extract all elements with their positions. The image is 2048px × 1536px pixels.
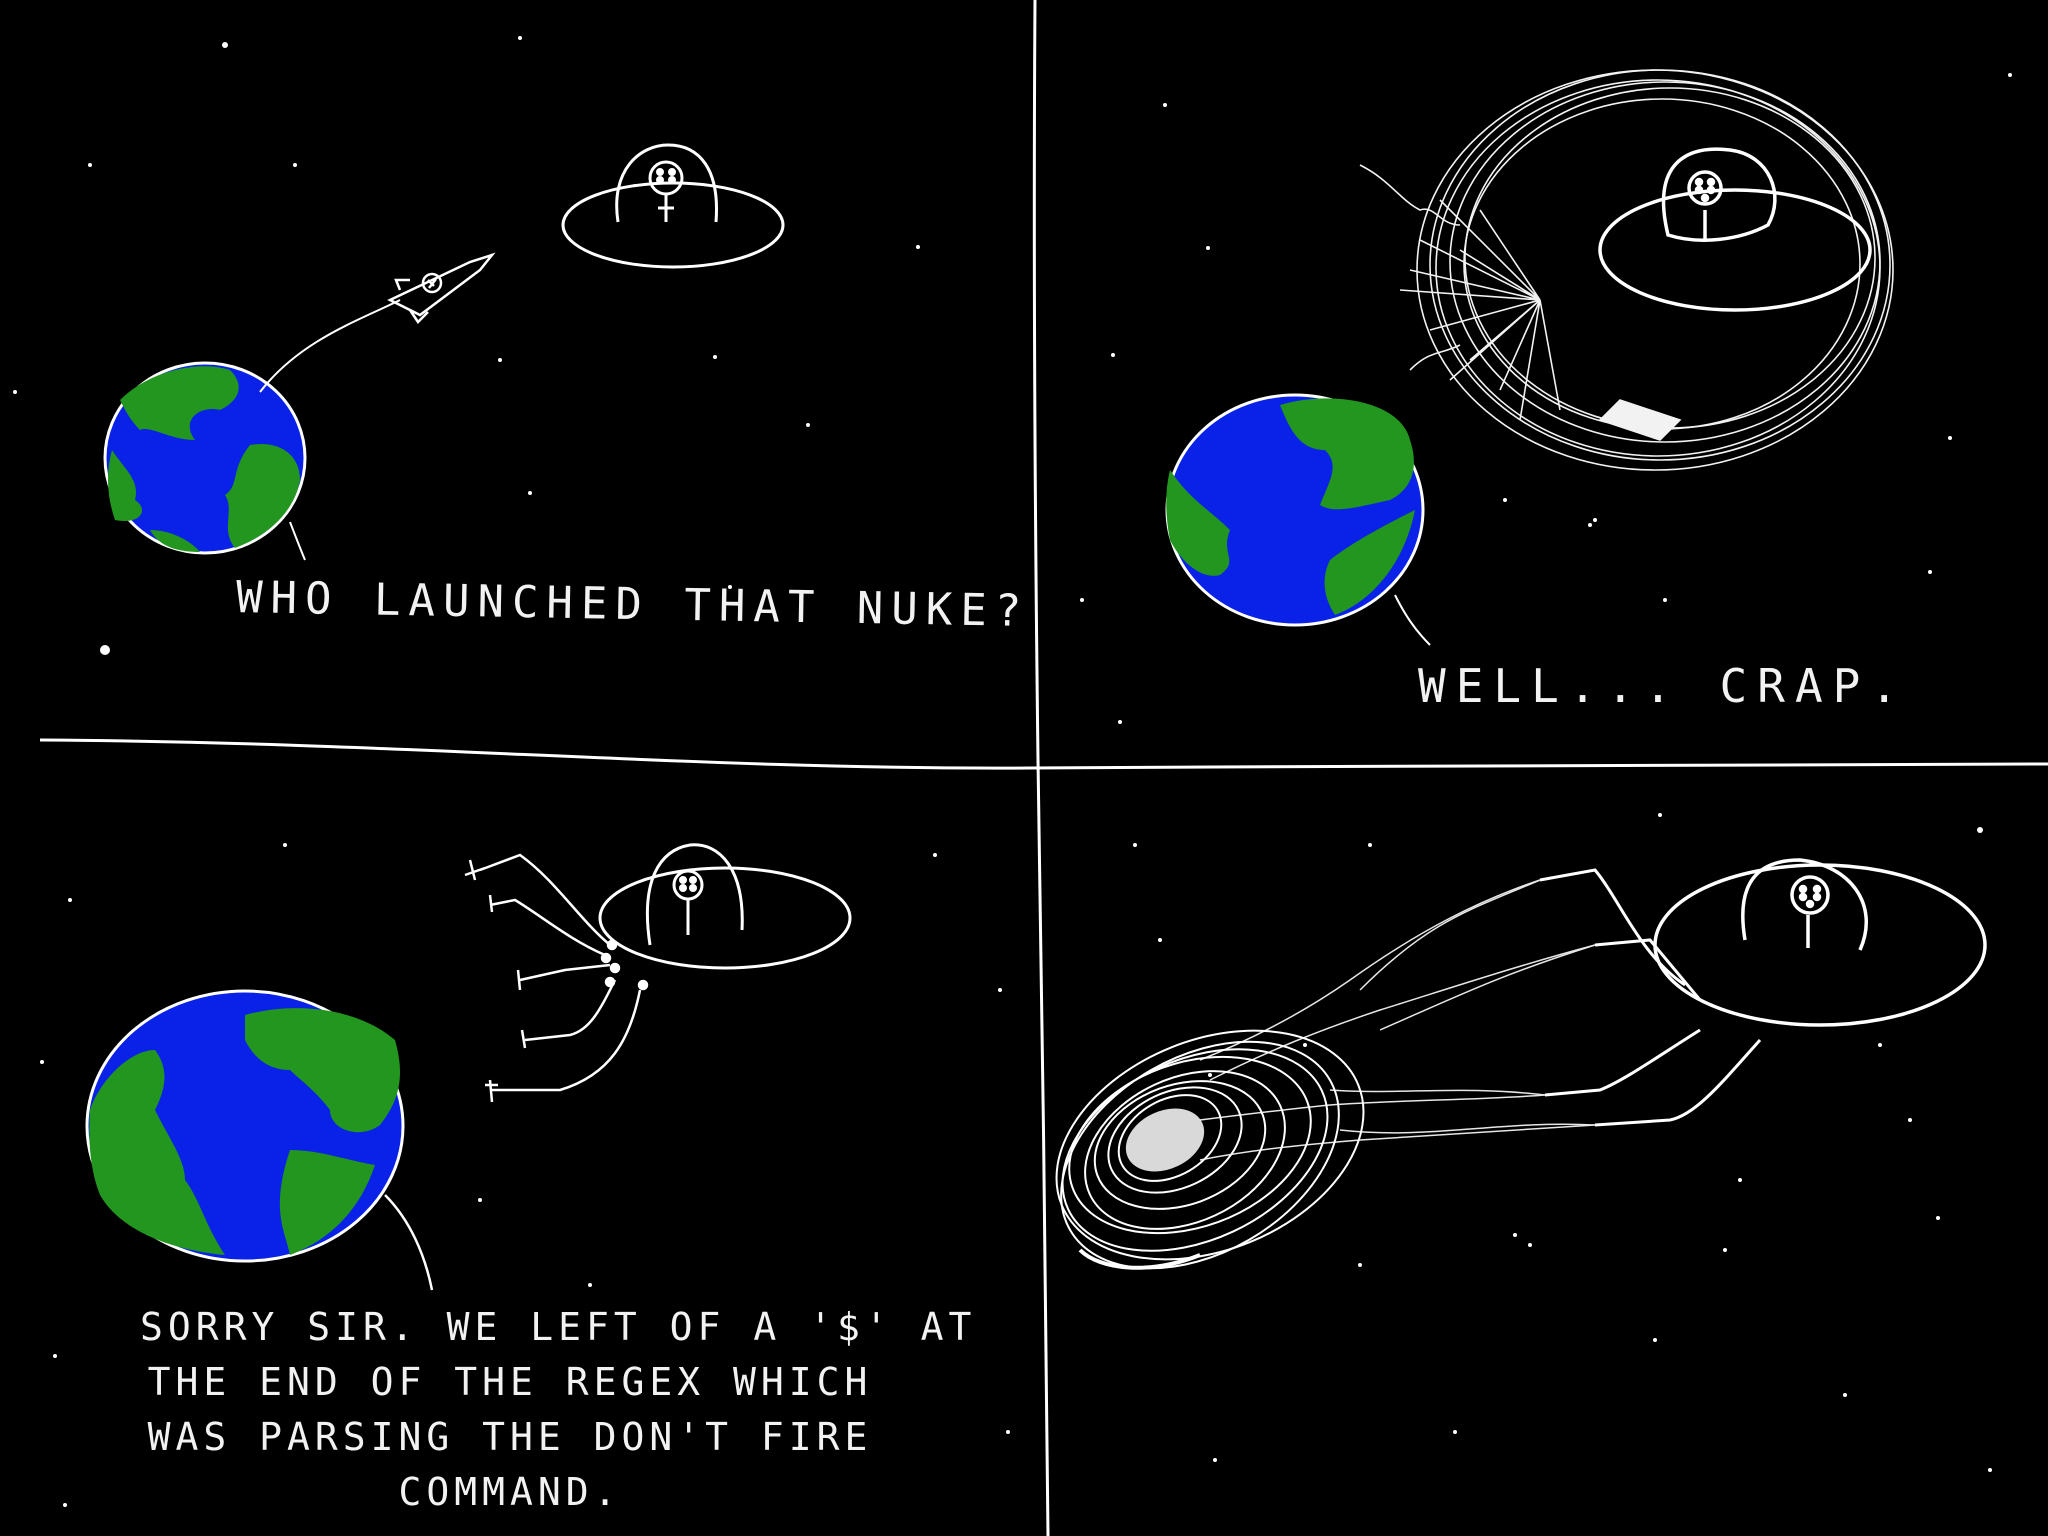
panel-4 bbox=[1055, 858, 1987, 1270]
caption-panel-3-line: THE END OF THE REGEX WHICH bbox=[147, 1360, 873, 1405]
earth-1 bbox=[103, 361, 307, 555]
caption-panel-3-line: COMMAND. bbox=[398, 1470, 622, 1515]
earth-2 bbox=[1165, 393, 1425, 627]
ufo-icon bbox=[561, 143, 785, 269]
vortex bbox=[1055, 1029, 1365, 1270]
missile-icon bbox=[387, 252, 496, 324]
caption-panel-3-line: WAS PARSING THE DON'T FIRE bbox=[147, 1415, 873, 1460]
vertical-divider bbox=[1032, 0, 1050, 1536]
tractor-arms bbox=[1539, 868, 1762, 1127]
ufo-icon bbox=[598, 843, 852, 970]
panel-2 bbox=[1165, 69, 1894, 646]
tractor-beams bbox=[1199, 879, 1596, 1161]
speech-tail-1 bbox=[289, 521, 306, 561]
caption-panel-2: WELL... CRAP. bbox=[1418, 659, 1909, 713]
caption-panel-3: SORRY SIR. WE LEFT OF A '$' AT THE END O… bbox=[140, 1300, 977, 1520]
panel-dividers bbox=[39, 0, 2048, 1536]
horizontal-divider bbox=[39, 738, 2048, 770]
caption-panel-3-line: SORRY SIR. WE LEFT OF A '$' AT bbox=[140, 1305, 977, 1349]
missile-trail bbox=[259, 299, 401, 393]
panel-1 bbox=[103, 143, 785, 561]
speech-tail-3 bbox=[384, 1194, 434, 1291]
explosion bbox=[1359, 69, 1894, 471]
stars bbox=[13, 36, 2012, 1507]
ufo-icon bbox=[1653, 858, 1987, 1027]
ufo-icon bbox=[1598, 147, 1872, 312]
robotic-arms bbox=[464, 853, 649, 1103]
earth-3 bbox=[85, 989, 405, 1263]
panel-3 bbox=[85, 843, 852, 1291]
speech-tail-2 bbox=[1394, 594, 1431, 646]
